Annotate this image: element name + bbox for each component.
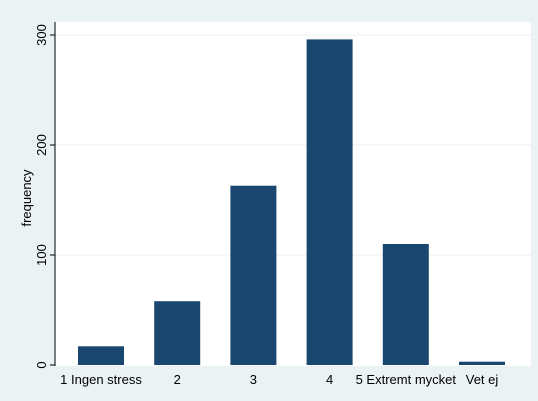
y-tick-label: 200 [34,134,49,156]
bar [306,39,353,366]
y-tick-label: 300 [34,24,49,46]
bar [459,361,505,365]
x-tick-label: 2 [174,372,181,387]
bar [382,244,429,365]
x-tick-label: 4 [326,372,333,387]
y-tick-labels: 0 100 200 300 [34,24,49,368]
x-tick-label: 5 Extremt mycket [356,372,457,387]
x-tick-label: 3 [250,372,257,387]
y-tick-label: 0 [34,361,49,368]
bar [230,185,277,365]
grid-lines [55,34,531,256]
axes [50,22,56,366]
bar [78,346,124,365]
x-tick-label: Vet ej [466,372,499,387]
bar [154,301,201,365]
x-tick-labels: 1 Ingen stress 2 3 4 5 Extremt mycket Vet ej [60,372,498,387]
y-tick-label: 100 [34,244,49,266]
plot-area [55,22,531,366]
x-tick-label: 1 Ingen stress [60,372,142,387]
bars [78,39,505,366]
y-axis-title: frequency [19,169,34,227]
